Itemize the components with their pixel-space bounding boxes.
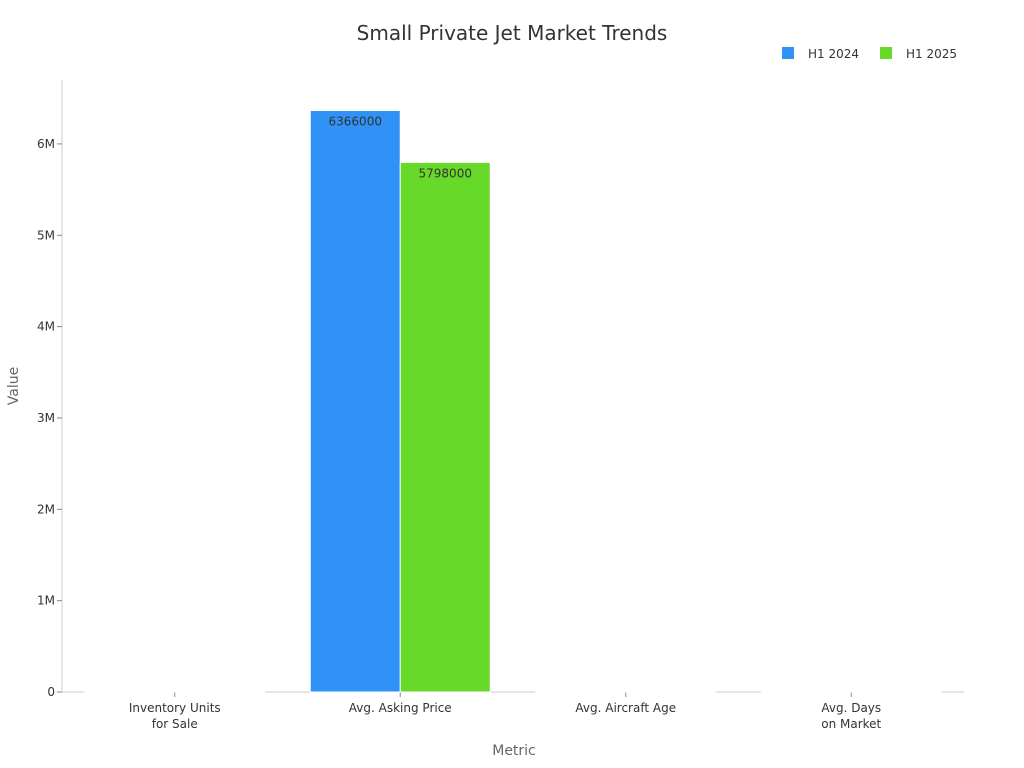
data-label: 5798000 xyxy=(419,166,472,180)
bars xyxy=(84,110,942,693)
x-tick-label-line: on Market xyxy=(821,717,881,731)
bar xyxy=(84,691,176,693)
x-tick-label-line: Avg. Asking Price xyxy=(349,701,452,715)
legend: H1 2024 H1 2025 xyxy=(782,47,957,61)
x-tick-label-line: Inventory Units xyxy=(129,701,221,715)
x-tick-label-line: Avg. Aircraft Age xyxy=(575,701,676,715)
x-tick-label: Avg. Aircraft Age xyxy=(575,701,676,715)
legend-swatch xyxy=(782,47,794,59)
legend-swatch xyxy=(880,47,892,59)
bar xyxy=(399,161,491,693)
y-ticks: 0 1M 2M 3M 4M 5M 6M xyxy=(37,137,62,699)
chart-title: Small Private Jet Market Trends xyxy=(357,21,668,45)
data-label: 6366000 xyxy=(329,115,382,129)
legend-label: H1 2025 xyxy=(906,47,957,61)
bar xyxy=(535,691,627,693)
x-tick-label: Inventory Units for Sale xyxy=(129,701,221,731)
y-tick-label: 3M xyxy=(37,411,55,425)
bar xyxy=(850,691,942,693)
x-tick-label: Avg. Days on Market xyxy=(821,701,881,731)
y-tick-label: 4M xyxy=(37,320,55,334)
y-tick-label: 1M xyxy=(37,594,55,608)
data-labels: 6366000 5798000 xyxy=(329,115,472,181)
legend-label: H1 2024 xyxy=(808,47,859,61)
y-tick-label: 6M xyxy=(37,137,55,151)
x-axis-title: Metric xyxy=(492,743,536,759)
x-tick-label-line: for Sale xyxy=(152,717,198,731)
y-axis-title: Value xyxy=(6,367,22,405)
bar xyxy=(309,110,401,693)
y-tick-label: 0 xyxy=(47,685,55,699)
bar xyxy=(760,691,852,693)
x-tick-label-line: Avg. Days xyxy=(821,701,881,715)
x-tick-label: Avg. Asking Price xyxy=(349,701,452,715)
x-ticks: Inventory Units for Sale Avg. Asking Price… xyxy=(129,692,882,731)
axes xyxy=(61,80,964,693)
bar xyxy=(174,691,266,693)
bar xyxy=(625,691,717,693)
y-tick-label: 5M xyxy=(37,228,55,242)
y-tick-label: 2M xyxy=(37,502,55,516)
